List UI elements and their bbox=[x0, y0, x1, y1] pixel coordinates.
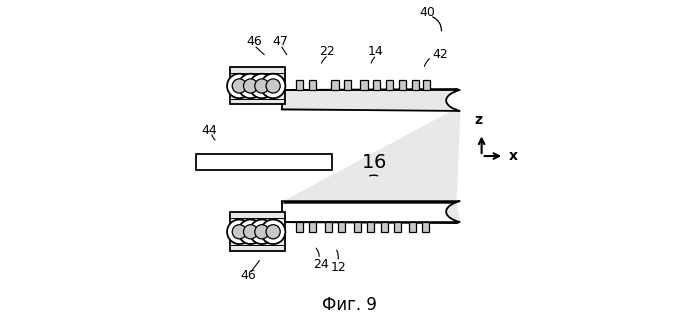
Circle shape bbox=[243, 225, 258, 239]
Circle shape bbox=[227, 74, 252, 98]
Text: 22: 22 bbox=[319, 45, 335, 58]
Bar bbox=[296, 80, 303, 90]
Polygon shape bbox=[282, 90, 460, 203]
Circle shape bbox=[238, 219, 263, 244]
Circle shape bbox=[227, 219, 252, 244]
Bar bbox=[309, 222, 316, 232]
Circle shape bbox=[243, 79, 258, 93]
Circle shape bbox=[261, 219, 285, 244]
Text: 47: 47 bbox=[273, 35, 288, 48]
Bar bbox=[309, 80, 316, 90]
Bar bbox=[361, 80, 368, 90]
Text: 46: 46 bbox=[240, 269, 256, 282]
Bar bbox=[345, 80, 352, 90]
Bar bbox=[382, 222, 389, 232]
Bar bbox=[331, 80, 338, 90]
Bar bbox=[296, 222, 303, 232]
Bar bbox=[338, 222, 345, 232]
Bar bbox=[399, 80, 406, 90]
Text: $\it{16}$: $\it{16}$ bbox=[361, 153, 387, 172]
Text: 24: 24 bbox=[312, 257, 329, 270]
Text: Фиг. 9: Фиг. 9 bbox=[322, 296, 377, 314]
Circle shape bbox=[232, 225, 246, 239]
Text: 46: 46 bbox=[247, 35, 262, 48]
Text: 40: 40 bbox=[419, 6, 435, 19]
Circle shape bbox=[254, 79, 269, 93]
Text: 12: 12 bbox=[331, 261, 346, 274]
Text: 42: 42 bbox=[433, 48, 448, 61]
Polygon shape bbox=[282, 109, 460, 222]
Bar bbox=[394, 222, 401, 232]
Polygon shape bbox=[282, 109, 456, 203]
Circle shape bbox=[266, 225, 280, 239]
Text: z: z bbox=[475, 113, 482, 127]
Bar bbox=[230, 213, 285, 251]
Circle shape bbox=[266, 79, 280, 93]
Bar bbox=[424, 80, 431, 90]
Circle shape bbox=[238, 74, 263, 98]
Text: x: x bbox=[509, 149, 518, 163]
Bar bbox=[230, 68, 285, 105]
Circle shape bbox=[254, 225, 269, 239]
Circle shape bbox=[232, 79, 246, 93]
Circle shape bbox=[250, 219, 274, 244]
Text: 44: 44 bbox=[201, 124, 217, 137]
Bar bbox=[412, 80, 419, 90]
Bar bbox=[354, 222, 361, 232]
Bar bbox=[387, 80, 394, 90]
Text: 14: 14 bbox=[368, 45, 384, 58]
Bar bbox=[196, 154, 332, 170]
Bar bbox=[367, 222, 374, 232]
Bar bbox=[373, 80, 380, 90]
Bar bbox=[325, 222, 332, 232]
Circle shape bbox=[261, 74, 285, 98]
Bar bbox=[421, 222, 428, 232]
Bar bbox=[409, 222, 416, 232]
Circle shape bbox=[250, 74, 274, 98]
